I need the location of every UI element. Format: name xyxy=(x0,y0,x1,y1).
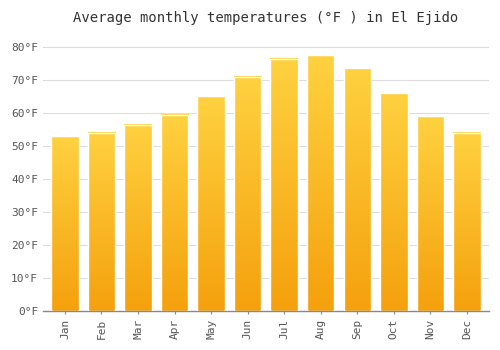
Bar xyxy=(161,114,188,311)
Bar xyxy=(380,93,407,311)
Bar xyxy=(307,55,334,311)
Bar xyxy=(198,97,225,311)
Title: Average monthly temperatures (°F ) in El Ejido: Average monthly temperatures (°F ) in El… xyxy=(74,11,458,25)
Bar xyxy=(124,125,152,311)
Bar xyxy=(270,58,298,311)
Bar xyxy=(416,116,444,311)
Bar xyxy=(234,77,262,311)
Bar xyxy=(88,133,115,311)
Bar xyxy=(344,68,371,311)
Bar xyxy=(307,55,334,311)
Bar xyxy=(198,97,225,311)
Bar xyxy=(270,58,298,311)
Bar xyxy=(344,68,371,311)
Bar xyxy=(380,93,407,311)
Bar xyxy=(416,116,444,311)
Bar xyxy=(51,136,78,311)
Bar xyxy=(161,114,188,311)
Bar xyxy=(234,77,262,311)
Bar xyxy=(51,136,78,311)
Bar xyxy=(88,133,115,311)
Bar xyxy=(454,133,480,311)
Bar xyxy=(454,133,480,311)
Bar xyxy=(124,125,152,311)
